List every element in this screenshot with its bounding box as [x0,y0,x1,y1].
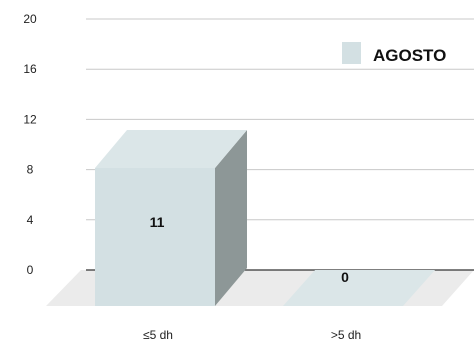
data-label: 0 [341,269,349,285]
bar-front [95,167,215,306]
y-tick-label: 0 [27,263,34,277]
y-tick-label: 12 [23,112,37,126]
bar [95,129,247,306]
x-tick-label: >5 dh [331,328,361,342]
y-tick-label: 20 [23,12,37,26]
bar-side [215,129,247,306]
y-tick-label: 16 [23,62,37,76]
bar-top [283,270,435,306]
data-label: 11 [150,214,165,230]
y-tick-label: 4 [27,213,34,227]
bar [283,270,435,306]
legend-swatch [342,42,361,64]
bar-top [95,129,247,168]
x-tick-label: ≤5 dh [143,328,173,342]
legend-label: AGOSTO [373,46,446,65]
y-tick-label: 8 [27,163,34,177]
